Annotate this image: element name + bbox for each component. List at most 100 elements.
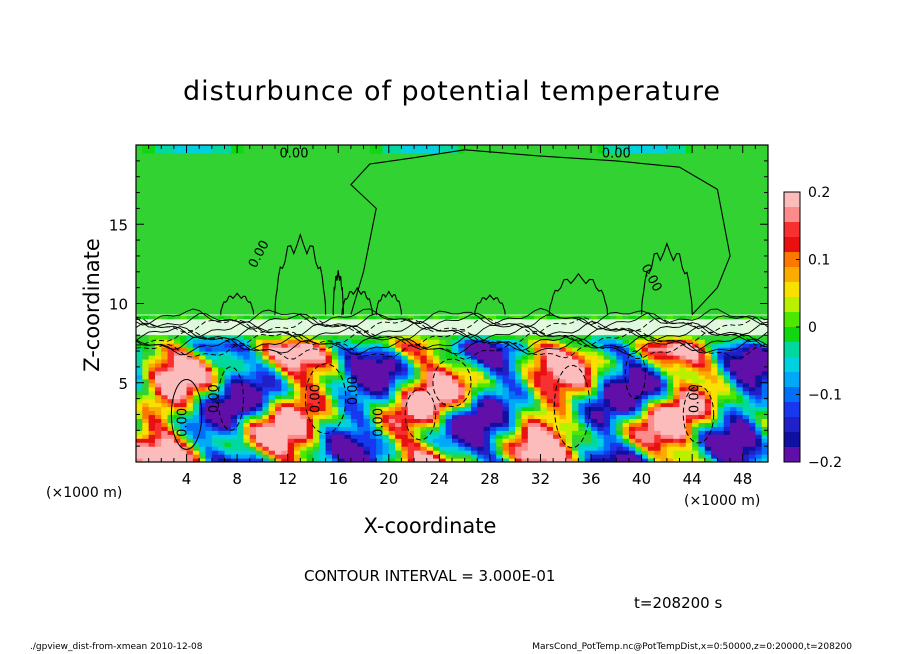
heatmap-cell: [508, 378, 516, 384]
heatmap-cell: [470, 382, 478, 388]
heatmap-cell: [243, 406, 251, 412]
heatmap-cell: [312, 386, 320, 392]
heatmap-cell: [167, 402, 175, 408]
heatmap-cell: [294, 434, 301, 439]
heatmap-cell: [616, 426, 624, 431]
heatmap-cell: [730, 145, 737, 150]
heatmap-cell: [591, 382, 598, 388]
heatmap-cell: [660, 422, 668, 427]
heatmap-cell: [534, 422, 542, 427]
heatmap-cell: [546, 418, 554, 423]
heatmap-cell: [679, 355, 687, 360]
heatmap-cell: [414, 366, 421, 372]
heatmap-cell: [268, 410, 276, 416]
heatmap-cell: [199, 454, 207, 459]
heatmap-cell: [591, 370, 598, 376]
heatmap-cell: [281, 438, 289, 443]
heatmap-cell: [761, 446, 768, 451]
heatmap-cell: [477, 434, 485, 439]
heatmap-cell: [154, 406, 162, 412]
heatmap-cell: [414, 414, 421, 420]
heatmap-cell: [376, 355, 384, 360]
heatmap-cell: [723, 430, 731, 435]
heatmap-cell: [401, 382, 409, 388]
heatmap-cell: [395, 355, 403, 360]
heatmap-cell: [369, 386, 377, 392]
heatmap-cell: [205, 402, 213, 408]
heatmap-cell: [230, 339, 238, 344]
heatmap-cell: [597, 145, 605, 150]
heatmap-cell: [205, 386, 213, 392]
heatmap-cell: [698, 315, 706, 320]
heatmap-cell: [628, 366, 636, 372]
heatmap-cell: [496, 414, 504, 420]
heatmap-cell: [395, 398, 403, 404]
heatmap-cell: [534, 145, 542, 150]
heatmap-cell: [287, 358, 295, 364]
heatmap-cell: [565, 370, 573, 376]
heatmap-cell: [300, 410, 308, 416]
heatmap-cell: [148, 362, 156, 368]
heatmap-cell: [344, 378, 352, 384]
heatmap-cell: [294, 347, 301, 352]
heatmap-cell: [635, 450, 643, 455]
heatmap-cell: [540, 446, 548, 451]
heatmap-cell: [136, 145, 143, 150]
heatmap-cell: [306, 446, 314, 451]
heatmap-cell: [414, 355, 421, 360]
heatmap-cell: [154, 347, 162, 352]
heatmap-cell: [749, 458, 756, 462]
heatmap-cell: [591, 339, 598, 344]
heatmap-cell: [338, 438, 346, 443]
heatmap-cell: [521, 351, 529, 356]
heatmap-cell: [161, 335, 169, 340]
heatmap-cell: [534, 458, 542, 462]
heatmap-cell: [414, 347, 421, 352]
heatmap-cell: [395, 347, 403, 352]
heatmap-cell: [755, 390, 763, 396]
heatmap-cell: [761, 335, 768, 340]
heatmap-cell: [540, 410, 548, 416]
heatmap-cell: [173, 418, 181, 423]
heatmap-cell: [199, 339, 207, 344]
heatmap-cell: [679, 335, 687, 340]
heatmap-cell: [723, 374, 731, 380]
heatmap-cell: [294, 390, 301, 396]
heatmap-cell: [464, 422, 472, 427]
heatmap-cell: [502, 382, 510, 388]
heatmap-cell: [622, 148, 630, 154]
heatmap-cell: [489, 351, 497, 356]
heatmap-cell: [527, 347, 535, 352]
heatmap-cell: [597, 410, 605, 416]
heatmap-cell: [262, 362, 270, 368]
heatmap-cell: [218, 145, 226, 150]
heatmap-cell: [414, 438, 421, 443]
heatmap-cell: [439, 406, 447, 412]
heatmap-cell: [660, 378, 668, 384]
heatmap-cell: [173, 378, 181, 384]
contour-label: 0.00: [176, 408, 191, 437]
heatmap-cell: [603, 390, 611, 396]
heatmap-cell: [584, 410, 592, 416]
heatmap-cell: [376, 402, 384, 408]
heatmap-cell: [180, 438, 188, 443]
heatmap-cell: [527, 355, 535, 360]
heatmap-cell: [546, 347, 554, 352]
heatmap-cell: [666, 374, 674, 380]
heatmap-cell: [249, 335, 257, 340]
heatmap-cell: [496, 406, 504, 412]
heatmap-cell: [262, 410, 270, 416]
heatmap-cell: [180, 390, 188, 396]
heatmap-cell: [445, 339, 453, 344]
heatmap-cell: [483, 426, 491, 431]
heatmap-cell: [262, 426, 270, 431]
heatmap-cell: [186, 382, 194, 388]
heatmap-cell: [167, 454, 175, 459]
heatmap-cell: [692, 378, 700, 384]
heatmap-cell: [376, 374, 384, 380]
heatmap-cell: [350, 438, 358, 443]
heatmap-cell: [464, 406, 472, 412]
heatmap-cell: [572, 347, 579, 352]
heatmap-cell: [559, 382, 567, 388]
heatmap-cell: [230, 366, 238, 372]
